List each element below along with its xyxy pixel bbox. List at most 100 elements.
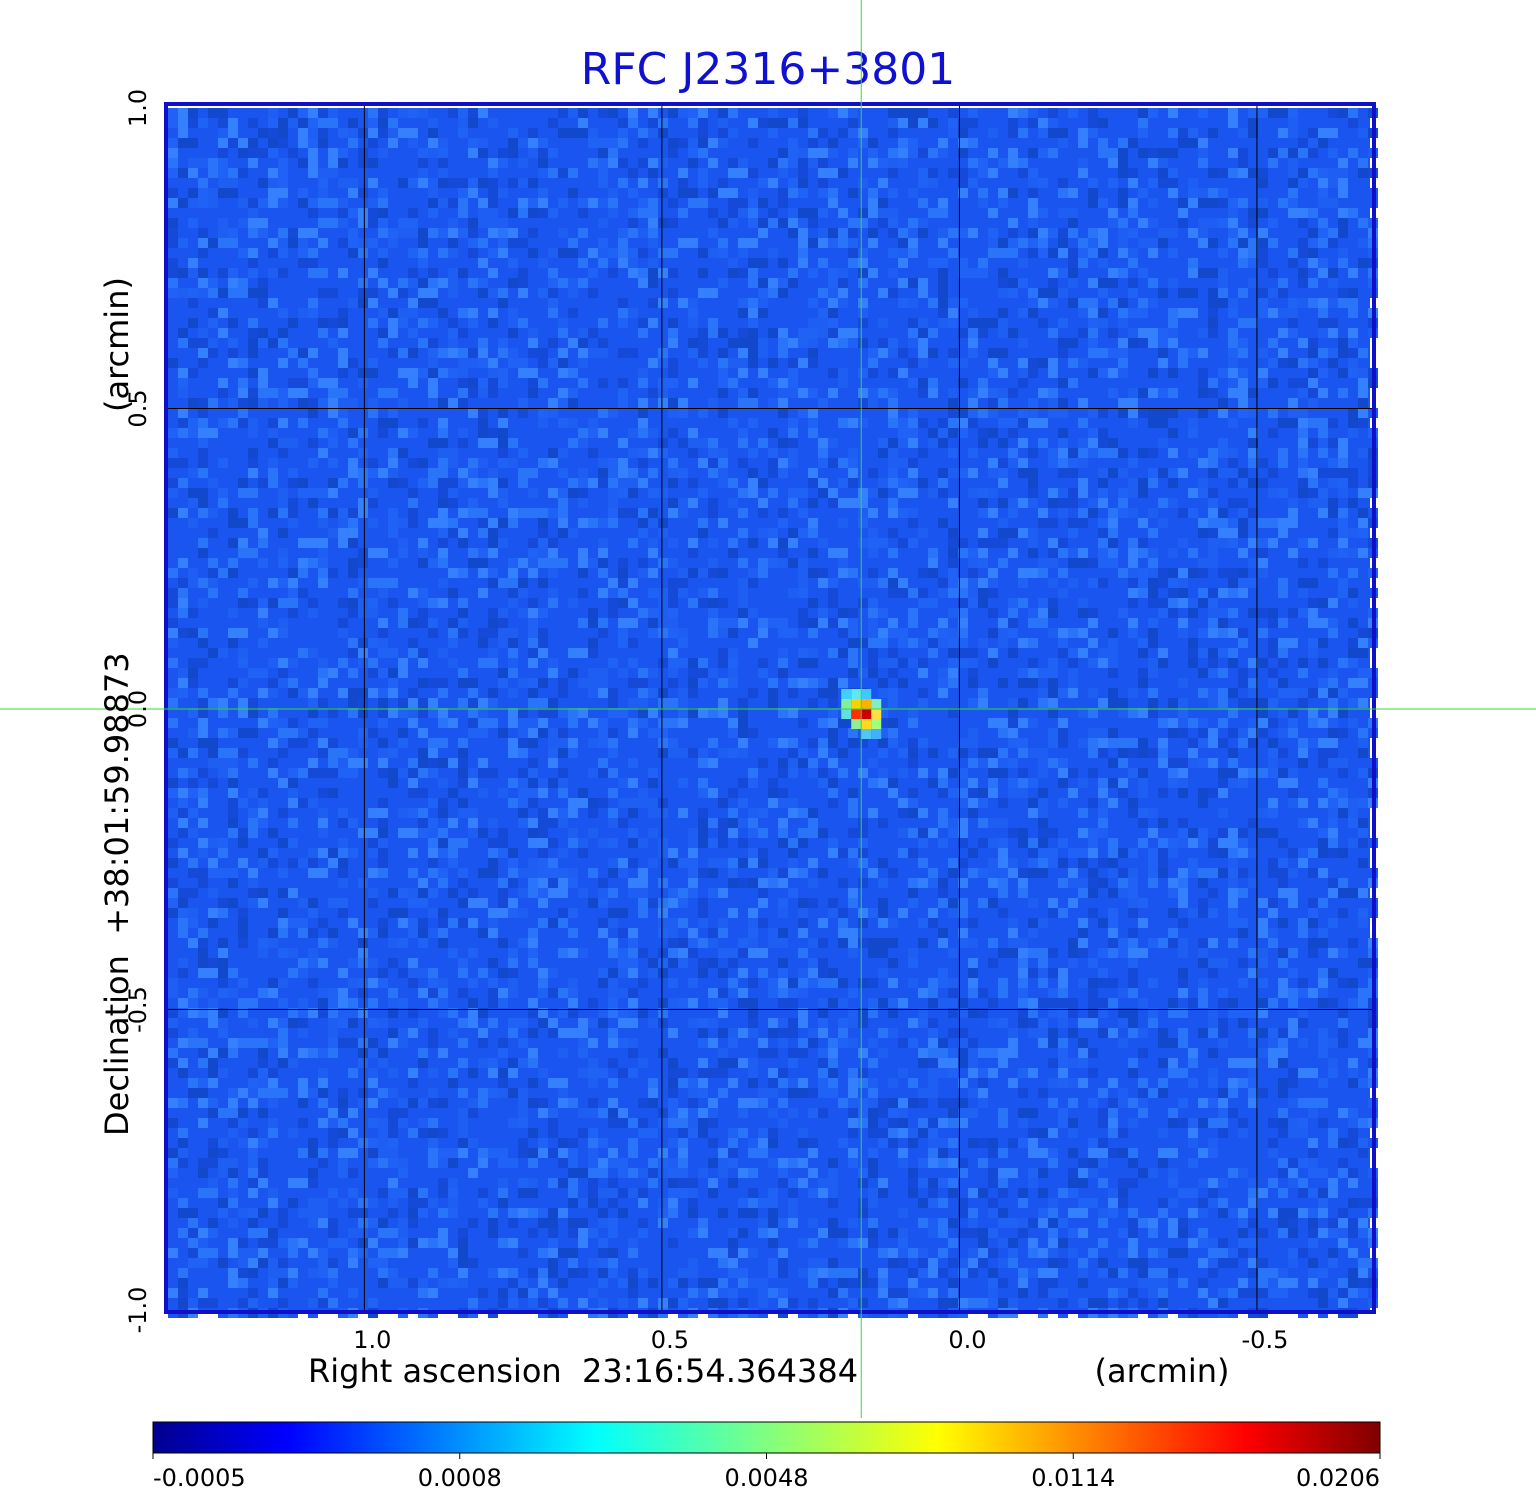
image-pixel (218, 238, 228, 248)
image-pixel (648, 248, 658, 258)
image-pixel (1188, 278, 1198, 288)
image-pixel (438, 538, 448, 548)
image-pixel (738, 528, 748, 538)
image-pixel (1358, 538, 1368, 548)
image-pixel (258, 158, 268, 168)
image-pixel (558, 198, 568, 208)
image-pixel (1348, 598, 1358, 608)
image-pixel (978, 178, 988, 188)
image-pixel (1078, 598, 1088, 608)
image-pixel (808, 618, 818, 628)
image-pixel (558, 328, 568, 338)
image-pixel (878, 718, 888, 728)
image-pixel (1178, 178, 1188, 188)
image-pixel (1288, 708, 1298, 718)
image-pixel (1058, 458, 1068, 468)
image-pixel (1238, 728, 1248, 738)
image-pixel (558, 448, 568, 458)
image-pixel (728, 108, 738, 118)
image-pixel (228, 368, 238, 378)
image-pixel (998, 268, 1008, 278)
image-pixel (518, 258, 528, 268)
image-pixel (1348, 258, 1358, 268)
image-pixel (348, 708, 358, 718)
image-pixel (1198, 158, 1208, 168)
image-pixel (888, 388, 898, 398)
image-pixel (958, 608, 968, 618)
image-pixel (978, 348, 988, 358)
image-pixel (988, 398, 998, 408)
image-pixel (968, 578, 978, 588)
image-pixel (908, 388, 918, 398)
image-pixel (1198, 488, 1208, 498)
image-pixel (808, 408, 818, 418)
image-pixel (478, 528, 488, 538)
image-pixel (518, 168, 528, 178)
image-pixel (588, 558, 598, 568)
image-pixel (568, 418, 578, 428)
image-pixel (318, 198, 328, 208)
image-pixel (1348, 248, 1358, 258)
image-pixel (738, 458, 748, 468)
image-pixel (488, 428, 498, 438)
image-pixel (378, 248, 388, 258)
image-pixel (468, 468, 478, 478)
image-pixel (808, 428, 818, 438)
image-pixel (268, 258, 278, 268)
image-pixel (598, 528, 608, 538)
image-pixel (718, 118, 728, 128)
image-pixel (918, 338, 928, 348)
image-pixel (638, 368, 648, 378)
image-pixel (308, 728, 318, 738)
image-pixel (928, 198, 938, 208)
image-pixel (658, 118, 668, 128)
image-pixel (728, 568, 738, 578)
image-pixel (478, 238, 488, 248)
image-pixel (1328, 478, 1338, 488)
image-pixel (688, 298, 698, 308)
image-pixel (438, 718, 448, 728)
image-pixel (1048, 558, 1058, 568)
image-pixel (858, 398, 868, 408)
image-pixel (298, 118, 308, 128)
image-pixel (168, 598, 178, 608)
image-pixel (498, 298, 508, 308)
image-pixel (748, 628, 758, 638)
image-pixel (348, 268, 358, 278)
image-pixel (188, 418, 198, 428)
image-pixel (878, 168, 888, 178)
image-pixel (448, 518, 458, 528)
image-pixel (428, 428, 438, 438)
image-pixel (398, 408, 408, 418)
image-pixel (368, 368, 378, 378)
image-pixel (1308, 498, 1318, 508)
image-pixel (618, 388, 628, 398)
image-pixel (868, 528, 878, 538)
image-pixel (958, 128, 968, 138)
image-pixel (168, 228, 178, 238)
image-pixel (888, 258, 898, 268)
image-pixel (318, 178, 328, 188)
image-pixel (1288, 308, 1298, 318)
image-pixel (928, 438, 938, 448)
image-pixel (768, 118, 778, 128)
image-pixel (1248, 518, 1258, 528)
image-pixel (198, 618, 208, 628)
image-pixel (478, 278, 488, 288)
image-pixel (828, 138, 838, 148)
image-pixel (178, 668, 188, 678)
image-pixel (548, 288, 558, 298)
image-pixel (1018, 578, 1028, 588)
image-pixel (568, 368, 578, 378)
image-pixel (808, 628, 818, 638)
image-pixel (1038, 538, 1048, 548)
image-pixel (1038, 628, 1048, 638)
image-pixel (208, 308, 218, 318)
image-pixel (938, 138, 948, 148)
image-pixel (1188, 728, 1198, 738)
image-pixel (328, 108, 338, 118)
image-pixel (758, 568, 768, 578)
image-pixel (1348, 468, 1358, 478)
image-pixel (588, 548, 598, 558)
image-pixel (938, 498, 948, 508)
